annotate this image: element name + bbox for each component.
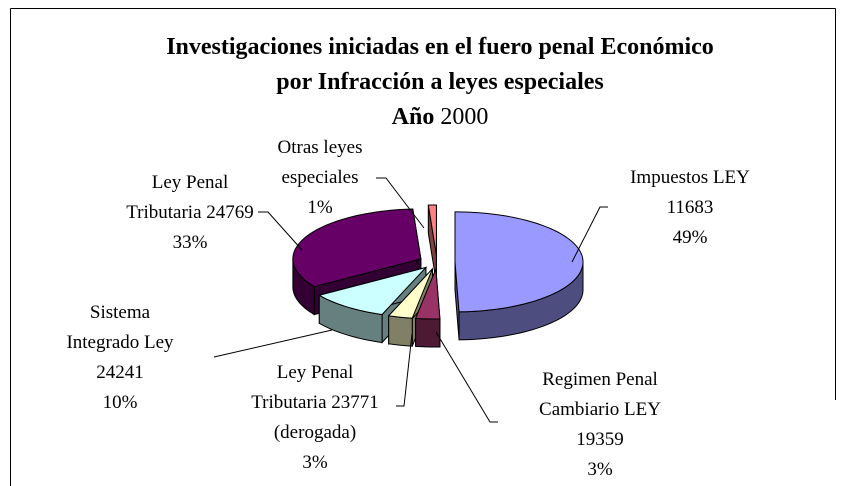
slice-top	[292, 208, 422, 288]
subtitle-bold: Año	[392, 104, 435, 130]
percent-label: 1%	[307, 197, 333, 218]
subtitle-text: 2000	[440, 104, 488, 130]
leader-line	[435, 331, 498, 423]
frame	[10, 8, 836, 486]
category-label: Ley Penal Tributaria 24769	[126, 172, 254, 223]
pie	[292, 204, 584, 348]
percent-label: 49%	[672, 227, 708, 248]
slice	[427, 204, 437, 284]
leader-line	[258, 211, 303, 251]
data-label: Ley Penal Tributaria 24769 33%	[120, 168, 260, 258]
slice-top	[454, 211, 584, 313]
percent-label: 33%	[172, 232, 208, 253]
data-label: Otras leyes especiales 1%	[265, 133, 375, 223]
data-label: Regimen Penal Cambiario LEY 19359 3%	[520, 365, 680, 485]
category-label: Impuestos LEY 11683	[630, 167, 750, 218]
slice-top	[317, 266, 428, 316]
category-label: Ley Penal Tributaria 23771 (derogada)	[251, 362, 379, 443]
leader-line	[213, 329, 333, 358]
category-label: Sistema Integrado Ley 24241	[66, 302, 174, 383]
percent-label: 3%	[587, 459, 613, 480]
slice	[414, 268, 441, 348]
data-label: Sistema Integrado Ley 24241 10%	[55, 298, 185, 418]
slice-top	[387, 268, 433, 319]
data-label: Impuestos LEY 11683 49%	[615, 163, 765, 253]
chart-subtitle: Año 2000	[392, 104, 489, 130]
leader-lines	[213, 177, 608, 423]
category-label: Regimen Penal Cambiario LEY 19359	[539, 369, 661, 450]
slice-top	[427, 204, 437, 256]
leader-line	[376, 177, 425, 229]
leader-line	[571, 206, 608, 263]
chart-title: Investigaciones iniciadas en el fuero pe…	[166, 34, 714, 60]
slice	[454, 211, 584, 341]
slice-wall	[388, 315, 413, 347]
chart-title: por Infracción a leyes especiales	[276, 69, 604, 95]
data-label: Ley Penal Tributaria 23771 (derogada) 3%	[240, 358, 390, 478]
percent-label: 3%	[302, 452, 328, 473]
slice-top	[414, 268, 441, 320]
leader-line	[396, 333, 413, 407]
category-label: Otras leyes especiales	[277, 137, 363, 188]
percent-label: 10%	[102, 392, 138, 413]
